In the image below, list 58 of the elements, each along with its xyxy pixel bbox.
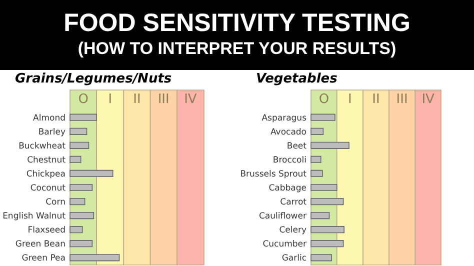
band-label: II (133, 92, 141, 107)
bar (310, 142, 350, 149)
y-tick-label: Cauliflower (259, 212, 307, 222)
y-tick-label: Broccoli (272, 155, 306, 166)
bar (310, 184, 338, 192)
y-tick-label: Avocado (270, 127, 306, 138)
y-tick-label: Beet (286, 141, 308, 152)
y-tick-label: Green Bean (15, 240, 66, 250)
bar (70, 142, 90, 149)
chart-title: Grains/Legumes/Nuts (15, 72, 172, 87)
y-tick-label: Corn (46, 198, 66, 208)
y-tick-label: Cucumber (262, 240, 307, 250)
bar (310, 212, 330, 220)
bar (70, 156, 82, 163)
text: FOOD SENSITIVITY TESTING (62, 8, 412, 38)
bar (70, 184, 93, 192)
y-tick-label: Garlic (282, 254, 307, 264)
y-tick-label: Brussels Sprout (240, 169, 308, 180)
y-tick-label: Cabbage (268, 184, 306, 194)
y-tick-label: Chestnut (27, 155, 66, 166)
bar (70, 198, 86, 206)
text: (HOW TO INTERPRET YOUR RESULTS) (76, 38, 398, 60)
bar (70, 128, 88, 135)
bar (70, 212, 94, 220)
bar (310, 254, 332, 262)
bar (70, 170, 114, 178)
y-tick-label: English Walnut (2, 212, 66, 222)
band-label: III (158, 92, 170, 107)
band-label: O (318, 92, 330, 107)
bar (310, 240, 344, 248)
band-label: O (78, 92, 88, 107)
bar (70, 114, 98, 121)
y-tick-label: Buckwheat (18, 141, 66, 152)
bar (310, 156, 322, 163)
bar (70, 254, 120, 262)
band-label: III (396, 92, 408, 107)
band-label: I (348, 92, 352, 107)
band-label: I (108, 92, 112, 107)
bar (70, 226, 83, 234)
y-tick-label: Coconut (30, 184, 66, 194)
bar (310, 198, 344, 206)
y-tick-label: Asparagus (262, 113, 308, 124)
bar (310, 128, 324, 135)
y-tick-label: Green Pea (22, 254, 66, 264)
bar (70, 240, 93, 248)
band-label: IV (422, 92, 435, 107)
y-tick-label: Barley (38, 127, 66, 138)
chart-title: Vegetables (256, 72, 338, 87)
y-tick-label: Celery (279, 226, 306, 236)
y-tick-label: Flaxseed (28, 226, 66, 236)
bar (310, 226, 344, 234)
y-tick-label: Carrot (280, 198, 308, 208)
band-label: IV (184, 92, 197, 107)
y-tick-label: Almond (33, 113, 66, 124)
bar (310, 114, 336, 121)
bar (310, 170, 323, 178)
y-tick-label: Chickpea (26, 169, 66, 180)
band-label: II (372, 92, 380, 107)
